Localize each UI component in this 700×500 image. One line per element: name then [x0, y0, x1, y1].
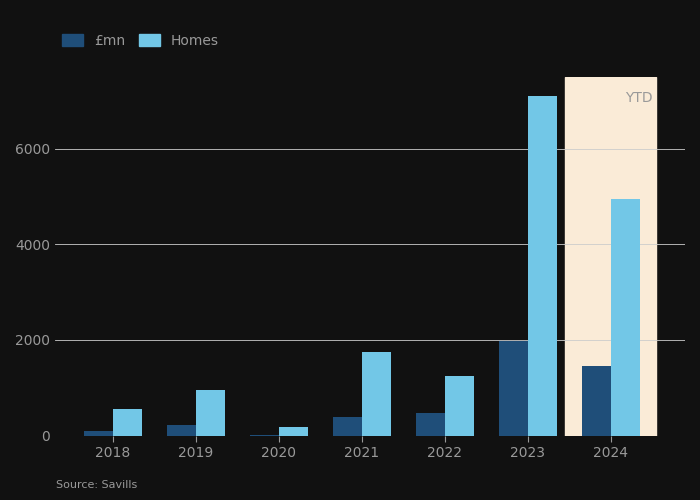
- Bar: [332, 418, 362, 436]
- Bar: [83, 431, 113, 436]
- Bar: [610, 199, 640, 436]
- Bar: [113, 409, 141, 436]
- Bar: [250, 434, 279, 436]
- Text: YTD: YTD: [624, 92, 652, 106]
- Bar: [196, 390, 225, 436]
- Bar: [498, 341, 528, 436]
- Legend: £mn, Homes: £mn, Homes: [62, 34, 219, 48]
- Bar: [279, 427, 308, 436]
- Text: Source: Savills: Source: Savills: [56, 480, 137, 490]
- Bar: [528, 96, 556, 436]
- Bar: [167, 425, 196, 436]
- Bar: [582, 366, 610, 436]
- Bar: [444, 376, 474, 436]
- Bar: [362, 352, 391, 436]
- Bar: [416, 413, 444, 436]
- Bar: [565, 77, 657, 436]
